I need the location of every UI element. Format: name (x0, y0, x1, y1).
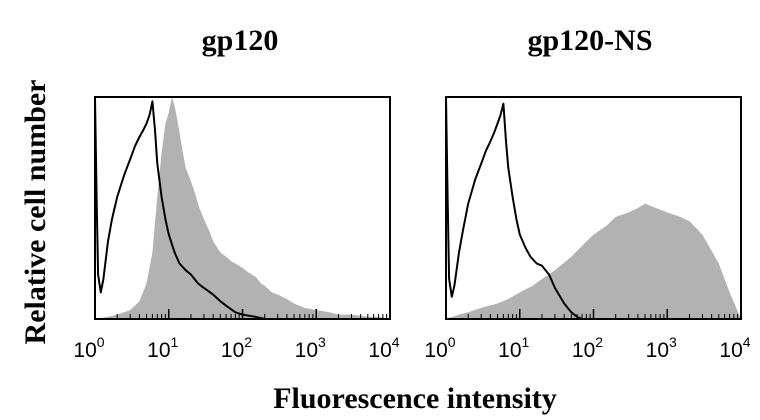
x-tick-label-base: 10 (368, 339, 391, 362)
x-tick-label: 104 (719, 334, 750, 362)
outline-histogram-series (445, 96, 741, 320)
x-tick-label-exponent: 2 (595, 334, 603, 350)
x-tick-label: 100 (424, 334, 455, 362)
x-tick-label-base: 10 (295, 339, 318, 362)
x-tick-label: 101 (147, 334, 178, 362)
panel-title: gp120 (202, 24, 279, 57)
x-tick-label-base: 10 (498, 339, 521, 362)
filled-histogram-series (446, 203, 741, 319)
x-tick-label-base: 10 (147, 339, 170, 362)
x-tick-label-exponent: 1 (171, 334, 179, 350)
x-tick-label: 102 (221, 334, 252, 362)
x-tick-label-exponent: 4 (392, 334, 400, 350)
x-tick-label-base: 10 (221, 339, 244, 362)
x-tick-label-base: 10 (424, 339, 447, 362)
x-tick-label: 103 (646, 334, 677, 362)
y-axis-label: Relative cell number (19, 80, 52, 345)
x-axis-label: Fluorescence intensity (273, 382, 557, 415)
x-tick-label-exponent: 0 (97, 334, 105, 350)
x-tick-label: 102 (572, 334, 603, 362)
x-tick-label-base: 10 (719, 339, 742, 362)
x-tick-label: 104 (368, 334, 399, 362)
outline-histogram-series (94, 96, 390, 320)
x-tick-label-base: 10 (73, 339, 96, 362)
x-tick-label-exponent: 3 (318, 334, 326, 350)
x-tick-label: 103 (295, 334, 326, 362)
panel-title: gp120-NS (527, 24, 652, 57)
x-tick-label-exponent: 1 (522, 334, 530, 350)
x-tick-label-exponent: 2 (244, 334, 252, 350)
x-tick-label-exponent: 3 (669, 334, 677, 350)
x-tick-label: 100 (73, 334, 104, 362)
x-tick-label-exponent: 0 (448, 334, 456, 350)
x-tick-label: 101 (498, 334, 529, 362)
x-tick-label-exponent: 4 (743, 334, 751, 350)
filled-histogram-series (95, 97, 390, 319)
x-tick-label-base: 10 (646, 339, 669, 362)
x-tick-label-base: 10 (572, 339, 595, 362)
